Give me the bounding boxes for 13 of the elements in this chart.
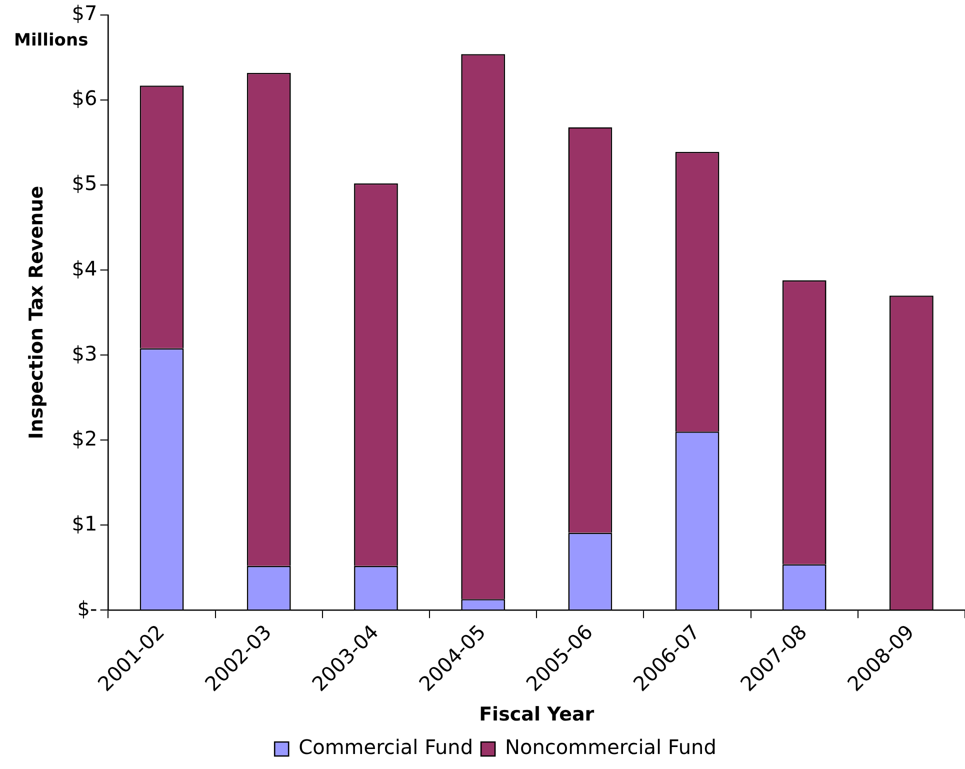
text: Millions [14, 30, 88, 50]
y-tick-label: $4 [72, 256, 98, 280]
y-tick-label: $1 [72, 511, 98, 536]
y-tick-label: $3 [72, 341, 98, 366]
y-tick-label: $2 [72, 426, 98, 450]
y-tick-label: $6 [72, 86, 98, 110]
x-axis-title: Fiscal Year [479, 704, 595, 726]
y-tick-label: $- [77, 596, 98, 620]
y-tick-label: $5 [72, 171, 98, 196]
legend-label: Commercial Fund [298, 735, 474, 760]
legend-label: Noncommercial Fund [505, 735, 716, 760]
y-axis-title: Inspection Tax Revenue [25, 186, 48, 440]
y-tick-label: $7 [72, 1, 98, 26]
